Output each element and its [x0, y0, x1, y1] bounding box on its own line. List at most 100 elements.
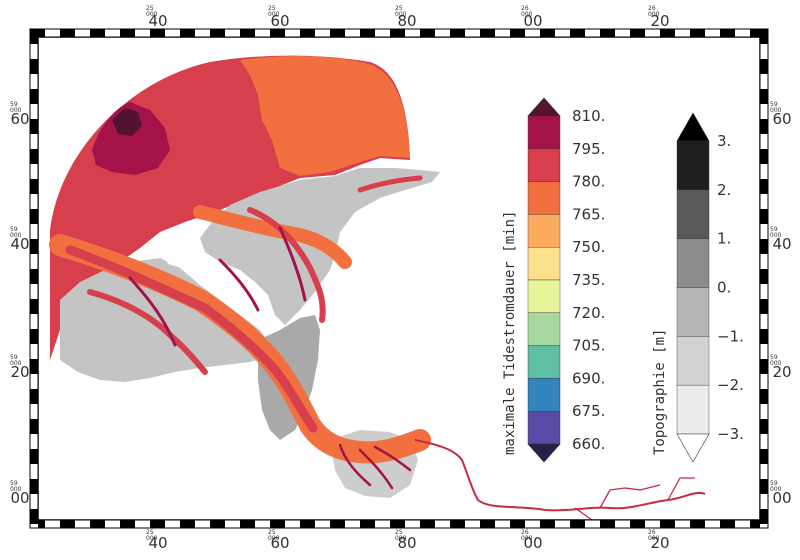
checker-segment — [760, 314, 768, 329]
colorbar-topography-min-arrow — [676, 433, 710, 463]
checker-segment — [30, 299, 38, 314]
x-tick-minor-label: 25 — [146, 529, 154, 536]
checker-segment — [760, 89, 768, 104]
checker-segment — [760, 179, 768, 194]
checker-segment — [510, 520, 525, 528]
checker-segment — [720, 29, 735, 37]
checker-segment — [495, 520, 510, 528]
checker-segment — [150, 520, 165, 528]
checker-segment — [525, 29, 540, 37]
checker-segment — [405, 520, 420, 528]
checker-segment — [30, 179, 38, 194]
checker-segment — [30, 134, 38, 149]
checker-segment — [30, 479, 38, 494]
checker-segment — [420, 29, 435, 37]
checker-segment — [60, 29, 75, 37]
checker-segment — [225, 520, 240, 528]
channel-north — [193, 205, 352, 269]
y-tick-minor-label: 59 — [10, 101, 18, 108]
checker-segment — [735, 29, 750, 37]
y-tick-minor-label: 000 — [10, 486, 22, 493]
y-tick-label: 40 — [772, 235, 791, 253]
checker-segment — [760, 449, 768, 464]
checker-segment — [105, 520, 120, 528]
checker-segment — [760, 44, 768, 59]
checker-segment — [750, 29, 765, 37]
checker-segment — [30, 449, 38, 464]
checker-segment — [630, 29, 645, 37]
colorbar-topography-segment — [676, 384, 710, 435]
checker-segment — [465, 29, 480, 37]
y-tick-minor-label: 000 — [770, 486, 782, 493]
checker-segment — [75, 520, 90, 528]
checker-segment — [315, 520, 330, 528]
colorbar-topography: 3. 2. 1. 0. −1. −2. −3. — [676, 112, 744, 463]
colorbar-duration-label: 795. — [572, 140, 605, 158]
y-tick-minor-label: 000 — [770, 107, 782, 114]
colorbar-duration-segment — [527, 279, 561, 313]
checker-segment — [760, 149, 768, 164]
colorbar-duration-label: 735. — [572, 271, 605, 289]
checker-segment — [30, 404, 38, 419]
tidal-flats-west — [60, 258, 270, 382]
checker-segment — [30, 239, 38, 254]
x-tick-minor-label: 000 — [648, 535, 660, 542]
checker-segment — [30, 284, 38, 299]
checker-segment — [420, 520, 435, 528]
checker-segment — [525, 520, 540, 528]
checker-segment — [555, 520, 570, 528]
checker-segment — [760, 104, 768, 119]
checker-segment — [30, 254, 38, 269]
checker-segment — [760, 524, 768, 528]
checker-segment — [330, 29, 345, 37]
checker-segment — [270, 29, 285, 37]
checker-segment — [705, 29, 720, 37]
checker-segment — [30, 59, 38, 74]
y-tick-label: 00 — [10, 489, 29, 507]
checker-segment — [345, 520, 360, 528]
colorbar-topography-label: 3. — [717, 132, 731, 150]
colorbar-duration-segment — [527, 214, 561, 248]
checker-segment — [30, 329, 38, 344]
river-branch-2 — [667, 477, 695, 501]
checker-segment — [450, 29, 465, 37]
checker-segment — [300, 29, 315, 37]
x-tick-minor-label: 26 — [521, 5, 529, 12]
checker-segment — [375, 520, 390, 528]
frame-checker-border — [30, 29, 768, 528]
checker-segment — [360, 29, 375, 37]
x-tick-label: 40 — [148, 534, 167, 552]
river — [414, 439, 706, 512]
x-tick-minor-label: 25 — [146, 5, 154, 12]
checker-segment — [435, 520, 450, 528]
checker-segment — [285, 29, 300, 37]
checker-segment — [240, 29, 255, 37]
checker-segment — [480, 520, 495, 528]
checker-segment — [30, 389, 38, 404]
colorbar-topography-label: −1. — [717, 327, 744, 345]
x-tick-label: 00 — [523, 12, 542, 30]
checker-segment — [30, 194, 38, 209]
checker-segment — [240, 520, 255, 528]
colorbar-topography-segment — [676, 140, 710, 191]
checker-segment — [180, 520, 195, 528]
river-branch-1 — [599, 484, 661, 509]
checker-segment — [30, 434, 38, 449]
colorbar-duration-segment — [527, 148, 561, 182]
colorbar-duration-segment — [527, 378, 561, 412]
colorbar-topography-segment — [676, 189, 710, 239]
checker-segment — [270, 520, 285, 528]
checker-segment — [760, 374, 768, 389]
x-tick-minor-label: 000 — [146, 535, 158, 542]
checker-segment — [315, 29, 330, 37]
checker-segment — [135, 29, 150, 37]
colorbar-topography-label: −2. — [717, 376, 744, 394]
checker-segment — [630, 520, 645, 528]
x-tick-minor-label: 000 — [521, 535, 533, 542]
checker-segment — [390, 520, 405, 528]
checker-segment — [465, 520, 480, 528]
checker-segment — [165, 29, 180, 37]
checker-segment — [760, 329, 768, 344]
checker-segment — [675, 29, 690, 37]
